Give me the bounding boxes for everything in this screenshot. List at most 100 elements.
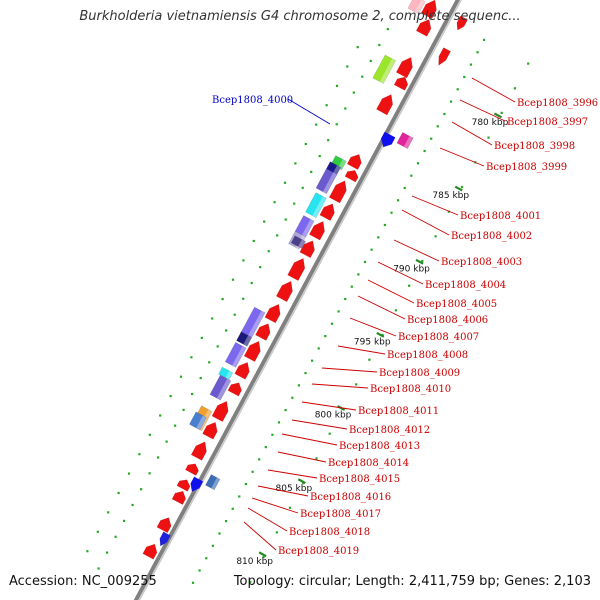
cds-arrow [438, 47, 451, 66]
gene-leader-line [411, 195, 459, 216]
track-dot [148, 472, 151, 475]
map-title: Burkholderia vietnamiensis G4 chromosome… [79, 9, 521, 24]
cds-arrow-inner [275, 280, 293, 303]
track-dot [315, 457, 318, 460]
accession-value: NC_009255 [81, 574, 157, 589]
track-dot [328, 432, 331, 435]
track-dot [410, 174, 413, 177]
cds-arrow-inner [344, 170, 359, 183]
track-dot [262, 556, 265, 559]
inner-dot-track-2 [86, 46, 359, 553]
track-dot [233, 313, 236, 316]
cds-arrow-inner [287, 258, 306, 281]
cds-arrow [456, 15, 468, 31]
domain-box [224, 342, 247, 368]
scale-tick-label: 810 kbp [236, 557, 273, 567]
track-dot [357, 273, 360, 276]
gene-leader-line [277, 451, 327, 463]
gene-label: Bcep1808_4004 [425, 280, 506, 291]
track-dot [273, 201, 276, 204]
cds-arrow [420, 0, 437, 20]
cds-arrow-inner [185, 463, 199, 476]
gene-leader-line [349, 317, 397, 337]
track-dot [117, 491, 120, 495]
topology-label: Topology: [233, 574, 295, 589]
track-dot [443, 112, 446, 116]
track-dot [225, 329, 228, 332]
scale-tick-label: 780 kbp [472, 118, 509, 128]
domain-box-highlight [196, 415, 207, 430]
gene-label: Bcep1808_4013 [339, 441, 420, 452]
cds-arrow-inner [420, 0, 437, 20]
genes-value: 2,103 [553, 574, 591, 589]
cds-arrow [171, 490, 187, 505]
cds-arrow [380, 131, 396, 148]
inner-dot-track [97, 28, 389, 570]
track-dot [460, 185, 464, 189]
cds-arrow-inner [234, 362, 250, 380]
track-dot [383, 223, 386, 227]
track-dot [369, 59, 372, 62]
track-dot [205, 557, 208, 560]
domain-box [224, 342, 247, 368]
track-dot [182, 408, 185, 411]
track-dot [276, 234, 279, 237]
domain-box [372, 54, 397, 84]
cds-arrow [202, 421, 218, 440]
domain-box [189, 411, 207, 431]
cds-arrow-inner [346, 154, 362, 170]
track-dot [198, 569, 201, 572]
length-label: Length: [355, 574, 405, 589]
gene-leader-line [357, 295, 406, 320]
track-dot [264, 446, 267, 449]
gene-leader-line [287, 98, 331, 125]
gene-leader-line [377, 261, 424, 285]
domain-box [305, 192, 327, 218]
domain-box [240, 306, 266, 338]
cds-arrow-inner [243, 340, 261, 362]
gene-leader-line [367, 279, 415, 304]
track-dot [318, 155, 321, 158]
track-dot [476, 51, 479, 54]
track-dot [97, 567, 100, 570]
track-dot [469, 63, 472, 66]
genes-label: Genes: [504, 574, 550, 589]
track-dot [344, 107, 347, 110]
track-dot [140, 488, 143, 491]
domain-box [290, 235, 306, 249]
domain-box-highlight [312, 196, 327, 218]
cds-arrow-inner [176, 479, 191, 492]
track-dot [408, 284, 411, 287]
cds-arrow-inner [171, 490, 187, 505]
track-dot [263, 220, 266, 223]
track-dot [131, 503, 134, 507]
track-dot [190, 356, 193, 359]
track-dot [169, 395, 172, 398]
domain-box [236, 331, 253, 347]
length-value: 2,411,759 bp [408, 574, 496, 589]
track-dot [216, 345, 219, 348]
track-dot [394, 309, 397, 312]
cds-arrow [185, 463, 199, 476]
cds-arrow-inner [142, 543, 158, 560]
cds-arrow [328, 180, 347, 204]
cds-arrow-inner [395, 57, 413, 79]
gene-arrow [159, 531, 171, 547]
domain-box [315, 168, 338, 195]
gene-leader-line [321, 367, 378, 373]
track-dot [127, 472, 131, 475]
track-dot [250, 281, 253, 285]
track-dot [297, 384, 300, 387]
track-dot [293, 202, 296, 205]
track-dot [325, 104, 328, 107]
track-dot [242, 297, 245, 300]
track-dot [179, 375, 183, 378]
track-dot [238, 495, 241, 498]
track-dot [363, 260, 367, 264]
gene-label: Bcep1808_4016 [310, 492, 391, 503]
track-dot [251, 470, 254, 473]
track-dot [335, 84, 339, 87]
domain-box-highlight [248, 310, 266, 338]
domain-box [290, 235, 306, 249]
cds-arrow-inner [211, 400, 229, 422]
